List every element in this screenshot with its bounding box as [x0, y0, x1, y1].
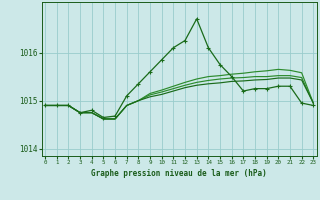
X-axis label: Graphe pression niveau de la mer (hPa): Graphe pression niveau de la mer (hPa)	[91, 169, 267, 178]
